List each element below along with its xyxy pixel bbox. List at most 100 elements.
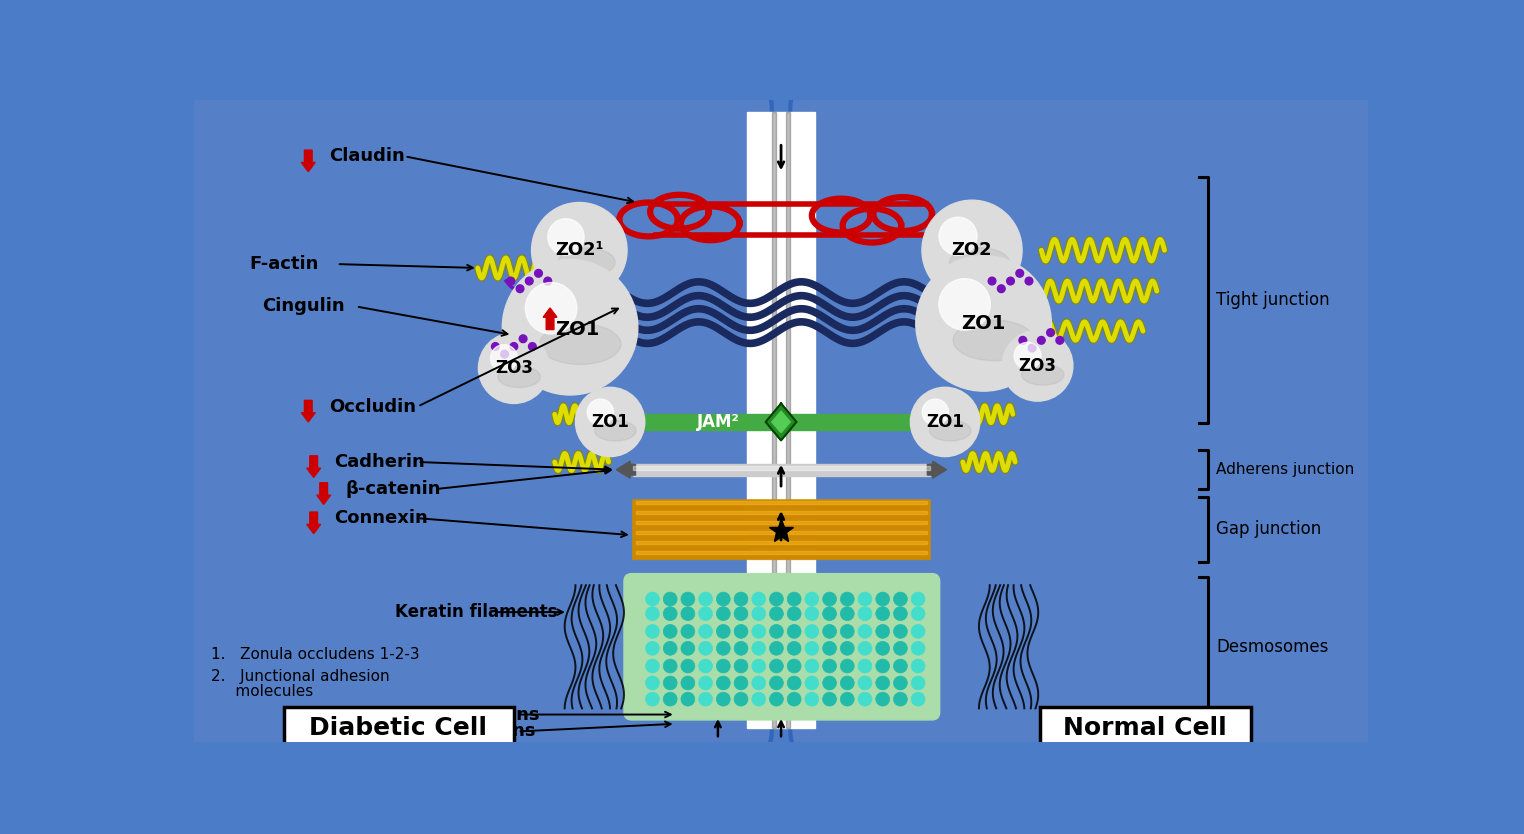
Ellipse shape [594, 420, 636, 441]
Text: molecules: molecules [212, 684, 314, 699]
Circle shape [547, 219, 584, 255]
Bar [622, 414, 942, 430]
FancyBboxPatch shape [283, 707, 514, 750]
Circle shape [916, 255, 1052, 391]
Circle shape [698, 692, 713, 706]
Circle shape [698, 641, 713, 656]
Ellipse shape [952, 320, 1035, 360]
Circle shape [526, 283, 578, 334]
Circle shape [735, 641, 748, 656]
Circle shape [805, 692, 818, 706]
Circle shape [716, 625, 730, 638]
Circle shape [876, 659, 890, 673]
Text: Tight junction: Tight junction [1216, 291, 1330, 309]
Circle shape [663, 692, 677, 706]
Ellipse shape [498, 366, 541, 388]
Circle shape [858, 676, 872, 690]
Circle shape [587, 399, 614, 425]
Circle shape [751, 659, 765, 673]
Ellipse shape [1021, 364, 1064, 385]
Circle shape [911, 659, 925, 673]
FancyArrow shape [317, 483, 331, 505]
Bar [636, 531, 927, 535]
Polygon shape [771, 411, 791, 433]
Ellipse shape [539, 324, 620, 364]
Circle shape [646, 625, 660, 638]
Circle shape [770, 659, 783, 673]
Circle shape [788, 641, 802, 656]
Circle shape [751, 625, 765, 638]
Bar [636, 501, 927, 505]
Circle shape [788, 676, 802, 690]
FancyBboxPatch shape [1039, 707, 1251, 750]
Circle shape [1029, 344, 1036, 352]
Circle shape [681, 607, 695, 620]
Circle shape [770, 625, 783, 638]
Circle shape [788, 692, 802, 706]
Circle shape [751, 692, 765, 706]
Ellipse shape [558, 248, 616, 277]
Circle shape [681, 625, 695, 638]
Circle shape [788, 607, 802, 620]
FancyBboxPatch shape [791, 85, 1384, 755]
Text: Keratin filaments: Keratin filaments [395, 603, 556, 621]
Text: β-catenin: β-catenin [346, 480, 440, 498]
Circle shape [770, 676, 783, 690]
Circle shape [876, 625, 890, 638]
Circle shape [735, 676, 748, 690]
Text: Normal Cell: Normal Cell [1064, 716, 1227, 741]
Circle shape [805, 607, 818, 620]
Circle shape [532, 203, 626, 298]
Circle shape [805, 592, 818, 606]
Circle shape [716, 641, 730, 656]
Circle shape [751, 676, 765, 690]
Circle shape [735, 659, 748, 673]
Circle shape [823, 607, 837, 620]
Text: Diabetic Cell: Diabetic Cell [309, 716, 488, 741]
Circle shape [858, 607, 872, 620]
FancyBboxPatch shape [632, 520, 931, 530]
FancyArrow shape [378, 726, 392, 747]
Circle shape [503, 259, 639, 395]
Circle shape [507, 277, 515, 285]
Circle shape [840, 592, 853, 606]
Circle shape [511, 343, 518, 350]
Circle shape [893, 592, 907, 606]
Circle shape [876, 592, 890, 606]
Circle shape [492, 343, 500, 350]
FancyArrow shape [302, 400, 315, 422]
Circle shape [663, 676, 677, 690]
Circle shape [681, 692, 695, 706]
Text: Claudin: Claudin [329, 148, 405, 165]
Circle shape [646, 692, 660, 706]
Circle shape [823, 659, 837, 673]
Text: ZO1: ZO1 [962, 314, 1006, 333]
Circle shape [1013, 342, 1041, 369]
Circle shape [988, 277, 995, 285]
Text: ZO1: ZO1 [556, 320, 600, 339]
Circle shape [893, 692, 907, 706]
Bar [632, 464, 930, 476]
Circle shape [751, 607, 765, 620]
Ellipse shape [949, 248, 1009, 278]
Circle shape [997, 285, 1006, 293]
Circle shape [681, 676, 695, 690]
Bar [636, 541, 927, 545]
Circle shape [698, 625, 713, 638]
Circle shape [1007, 277, 1015, 285]
Circle shape [911, 607, 925, 620]
Text: Desmogelins: Desmogelins [405, 722, 535, 741]
FancyArrow shape [306, 456, 320, 477]
Circle shape [646, 659, 660, 673]
Text: ZO3: ZO3 [495, 359, 533, 377]
Circle shape [681, 592, 695, 606]
Text: Occludin: Occludin [329, 398, 416, 415]
Circle shape [1017, 269, 1024, 277]
Text: 2.   Junctional adhesion: 2. Junctional adhesion [212, 669, 390, 684]
Circle shape [535, 269, 543, 277]
Circle shape [893, 607, 907, 620]
Circle shape [663, 625, 677, 638]
Circle shape [840, 659, 853, 673]
Circle shape [698, 592, 713, 606]
Text: ZO3: ZO3 [1018, 357, 1056, 374]
